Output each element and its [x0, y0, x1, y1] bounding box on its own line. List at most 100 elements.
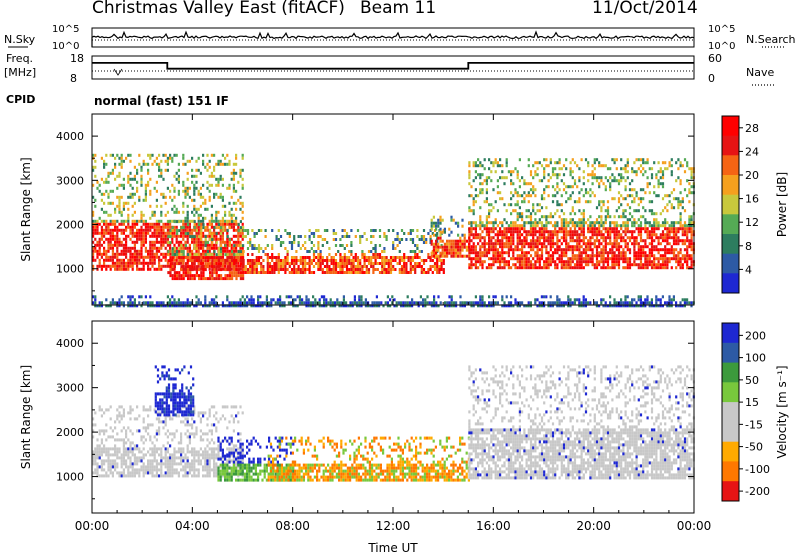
echo-cell [353, 295, 356, 299]
echo-cell [195, 240, 198, 244]
echo-cell [127, 195, 130, 199]
echo-cell [94, 243, 97, 247]
echo-cell [153, 246, 156, 250]
echo-cell [405, 238, 408, 241]
echo-cell [242, 229, 245, 232]
echo-cell [204, 265, 207, 269]
echo-cell [184, 162, 187, 166]
echo-cell [562, 236, 566, 240]
echo-cell [202, 216, 205, 220]
echo-cell [690, 304, 693, 308]
echo-cell [554, 161, 557, 165]
echo-cell [567, 248, 570, 252]
echo-cell [92, 258, 95, 262]
echo-cell [558, 260, 561, 264]
echo-cell [606, 263, 610, 267]
echo-cell [626, 260, 629, 264]
echo-cell [536, 173, 539, 177]
echo-cell [414, 253, 417, 256]
echo-cell [578, 251, 581, 255]
echo-cell [443, 230, 446, 234]
echo-cell [255, 268, 258, 271]
echo-cell [162, 240, 165, 244]
echo-cell [639, 260, 643, 264]
echo-cell [319, 262, 322, 265]
echo-cell [367, 271, 371, 274]
echo-cell [284, 265, 287, 268]
echo-cell [545, 164, 548, 168]
echo-cell [158, 240, 161, 244]
echo-cell [100, 447, 103, 451]
echo-cell [198, 223, 201, 227]
echo-cell [543, 197, 546, 201]
echo-cell [617, 179, 621, 183]
echo-cell [337, 265, 340, 268]
echo-cell [602, 203, 605, 207]
echo-cell [221, 162, 224, 166]
echo-cell [512, 224, 515, 228]
echo-cell [525, 182, 528, 186]
echo-cell [529, 260, 533, 264]
echo-cell [173, 231, 176, 235]
echo-cell [224, 240, 227, 244]
echo-cell [184, 216, 187, 220]
echo-cell [131, 246, 134, 250]
echo-cell [438, 271, 441, 274]
echo-cell [474, 295, 477, 299]
echo-cell [350, 253, 353, 256]
echo-cell [155, 204, 158, 208]
echo-cell [169, 268, 172, 272]
echo-cell [365, 256, 368, 259]
echo-cell [549, 236, 552, 240]
echo-cell [173, 210, 176, 214]
echo-cell [328, 253, 331, 256]
echo-cell [644, 209, 647, 213]
echo-cell [435, 239, 438, 243]
echo-cell [556, 233, 559, 237]
echo-cell [529, 188, 533, 192]
echo-cell [514, 167, 517, 171]
echo-cell [635, 191, 638, 195]
echo-cell [672, 239, 676, 243]
echo-cell [153, 234, 156, 238]
echo-cell [624, 304, 627, 308]
echo-cell [435, 233, 438, 237]
echo-cell [257, 250, 261, 253]
echo-cell [427, 253, 430, 256]
echo-cell [435, 227, 438, 231]
echo-cell [565, 221, 568, 225]
echo-cell [595, 260, 599, 264]
echo-cell [330, 259, 333, 262]
echo-cell [556, 301, 559, 305]
echo-cell [516, 233, 519, 237]
echo-cell [103, 159, 106, 163]
echo-cell [147, 228, 150, 232]
echo-cell [237, 304, 240, 308]
echo-cell [348, 235, 351, 238]
echo-cell [342, 304, 345, 308]
echo-cell [543, 245, 546, 249]
echo-cell [173, 153, 176, 157]
echo-cell [224, 304, 227, 308]
echo-cell [479, 239, 482, 243]
echo-cell [540, 233, 544, 237]
echo-cell [540, 230, 544, 234]
echo-cell [549, 254, 552, 258]
echo-cell [96, 444, 99, 448]
echo-cell [239, 231, 242, 235]
echo-cell [507, 304, 510, 308]
echo-cell [321, 268, 324, 271]
echo-cell [337, 271, 340, 274]
echo-cell [131, 213, 134, 217]
echo-cell [228, 238, 231, 242]
echo-cell [613, 161, 616, 165]
echo-cell [162, 255, 165, 259]
echo-cell [103, 462, 106, 466]
echo-cell [516, 170, 519, 174]
echo-cell [523, 200, 526, 204]
echo-cell [446, 239, 449, 243]
echo-cell [232, 201, 235, 205]
echo-cell [317, 235, 320, 238]
echo-cell [655, 227, 658, 231]
echo-cell [257, 298, 260, 302]
